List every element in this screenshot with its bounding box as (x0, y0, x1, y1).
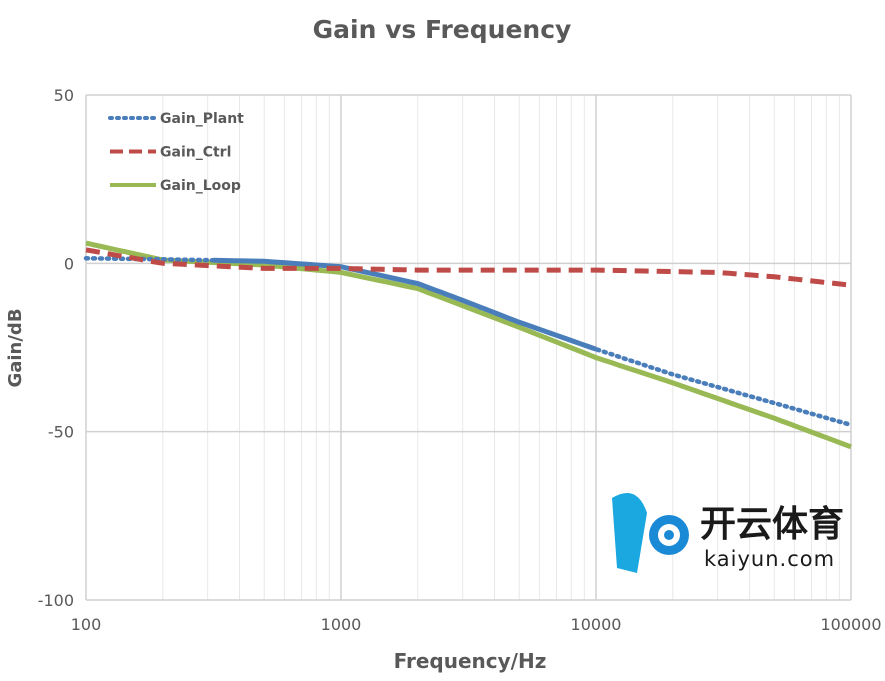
y-tick-label: 0 (64, 254, 74, 273)
y-tick-label: 50 (54, 86, 74, 105)
x-tick-label: 10000 (571, 615, 622, 634)
watermark-text: 开云体育 (700, 504, 844, 545)
chart-title: Gain vs Frequency (313, 15, 572, 44)
x-tick-label: 100000 (820, 615, 881, 634)
x-axis-label: Frequency/Hz (394, 649, 547, 673)
x-tick-label: 1000 (321, 615, 362, 634)
legend-label: Gain_Ctrl (160, 145, 231, 161)
series-line-gain-plant (83, 256, 854, 428)
y-tick-label: -100 (38, 591, 74, 610)
watermark-url: kaiyun.com (704, 547, 835, 571)
legend-label: Gain_Plant (160, 111, 244, 127)
series-line-segment (213, 257, 597, 352)
watermark-logo: 开云体育 kaiyun.com (612, 493, 844, 573)
x-tick-label: 100 (71, 615, 102, 634)
legend-label: Gain_Loop (160, 178, 241, 194)
y-tick-label: -50 (48, 423, 74, 442)
series-line-gain-ctrl (85, 247, 852, 288)
y-axis-label: Gain/dB (5, 308, 26, 387)
